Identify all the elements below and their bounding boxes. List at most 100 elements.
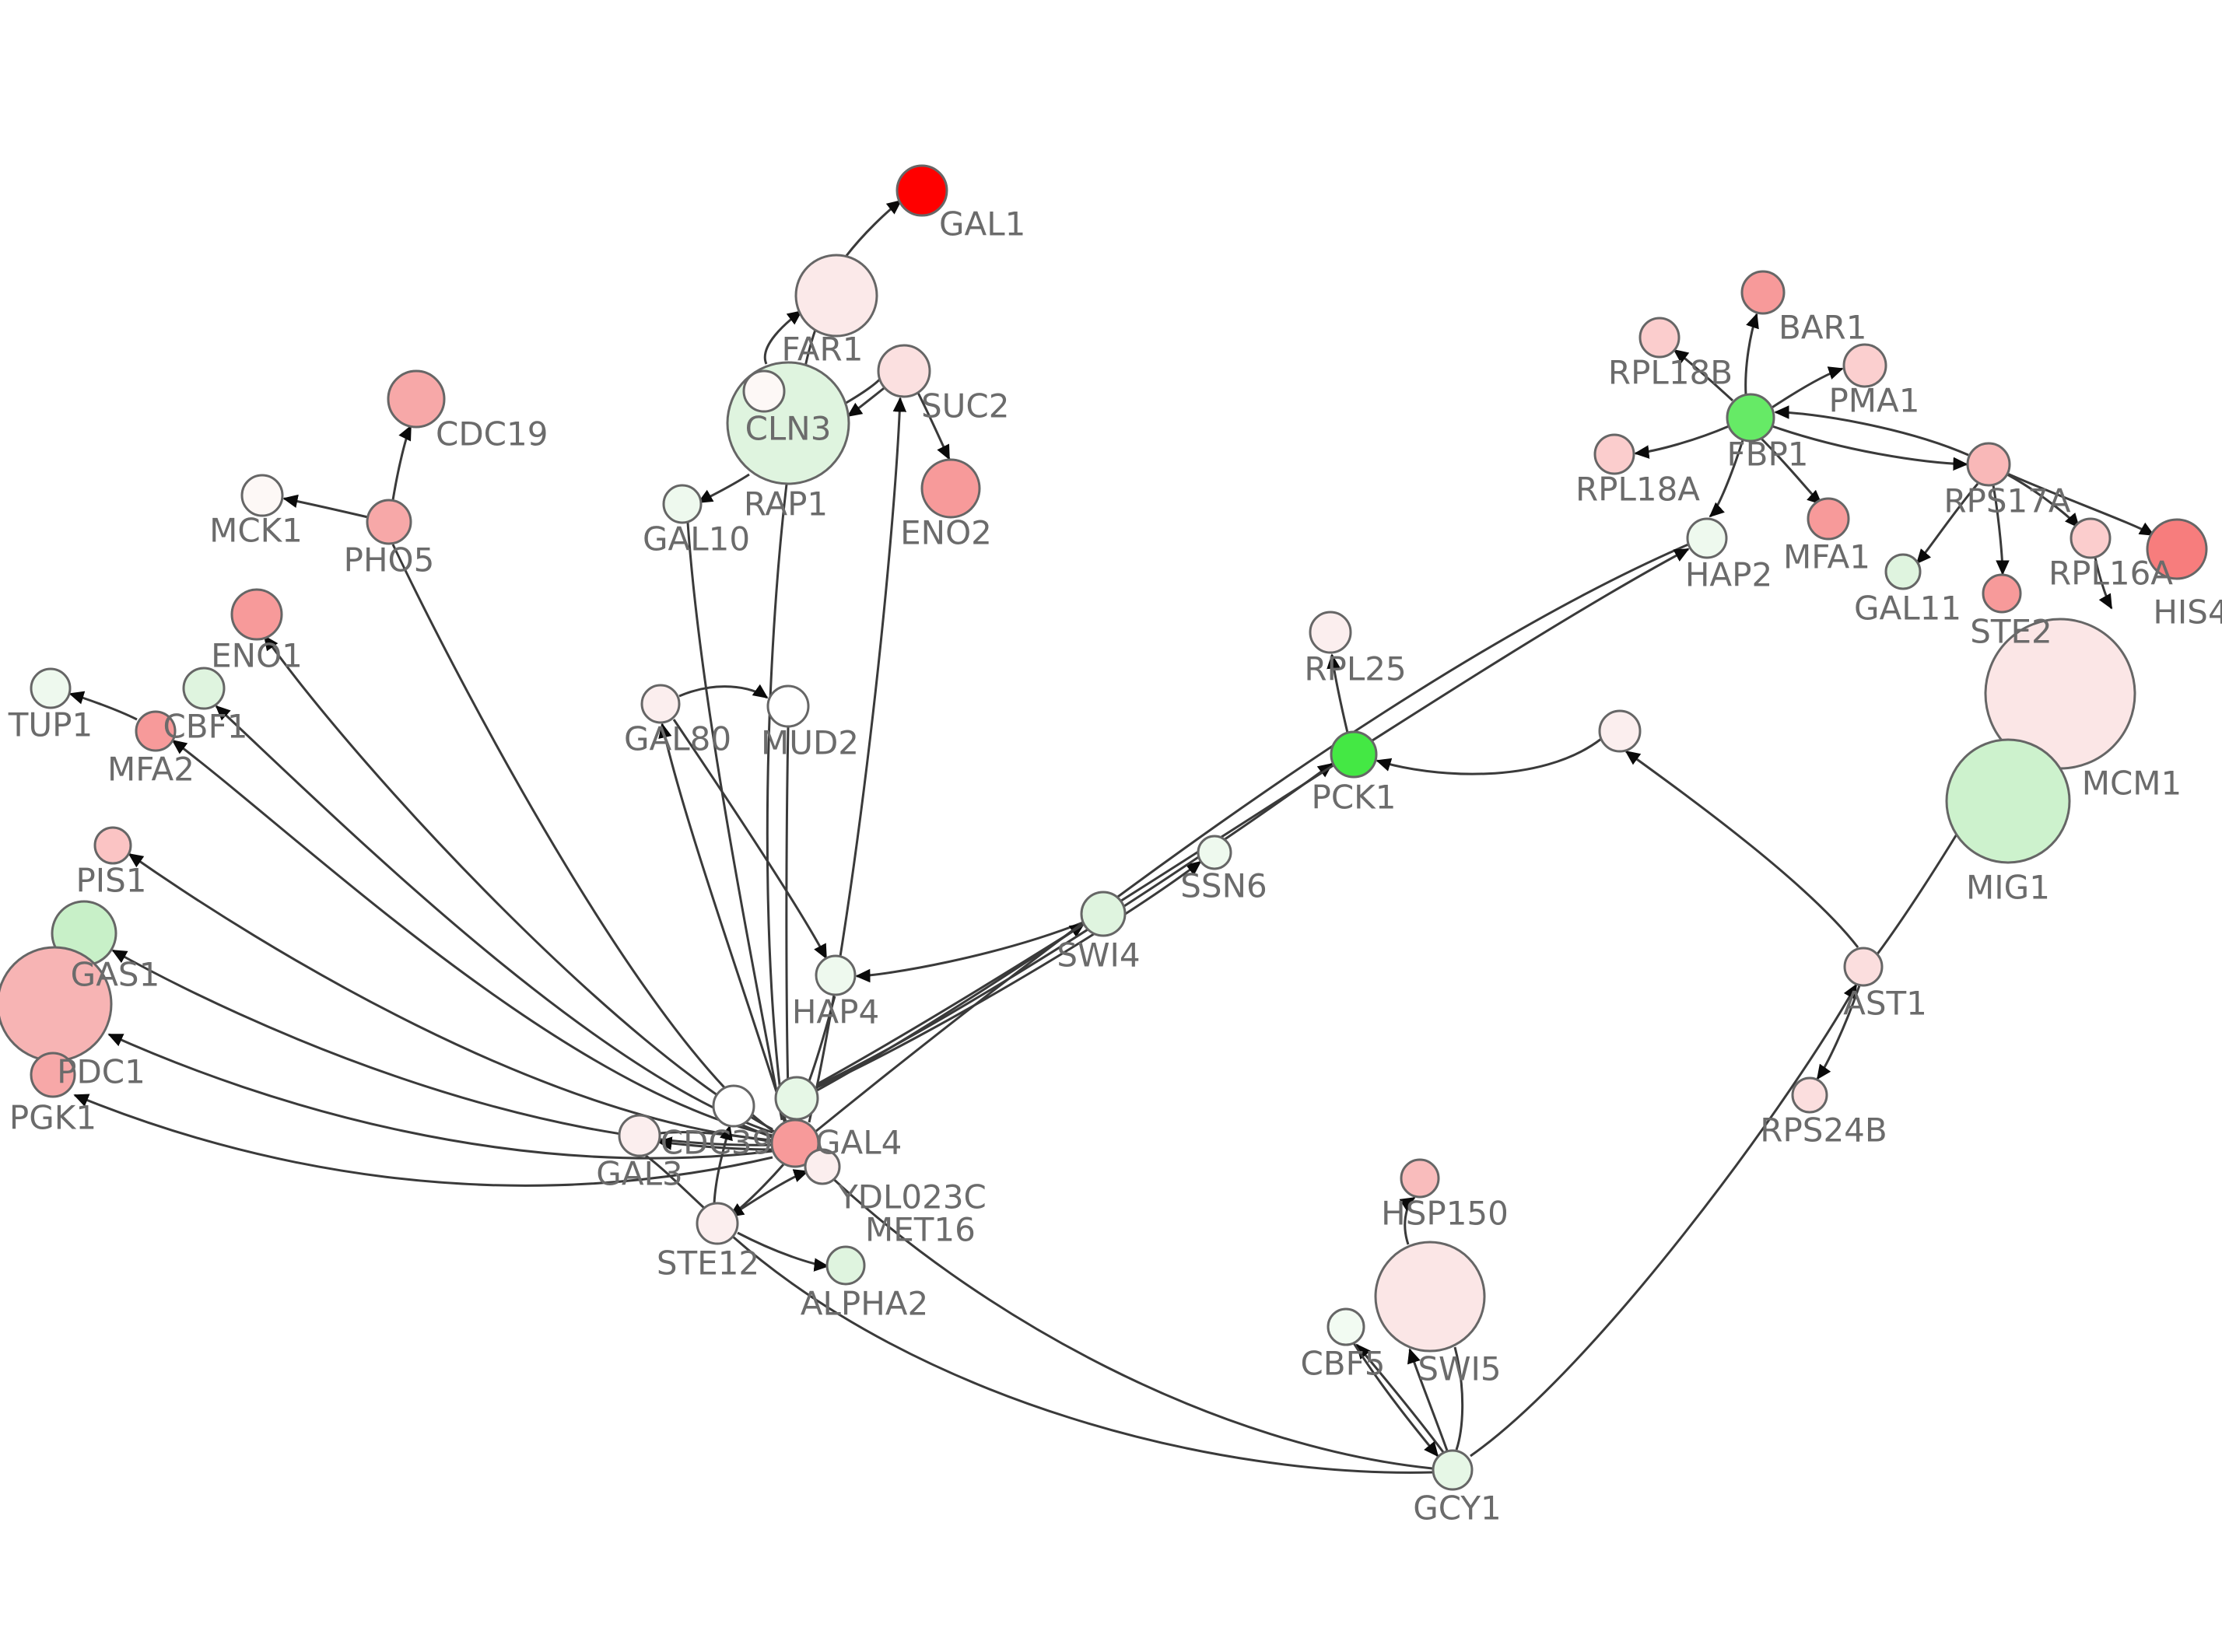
edge-far1-to-gal1 (844, 199, 902, 257)
node-label-cdc19: CDC19 (436, 415, 548, 453)
node-gal10[interactable] (662, 484, 703, 524)
node-gal4top[interactable] (774, 1076, 819, 1121)
edge-rps17a-to-his4 (2005, 471, 2155, 537)
node-label-met16: MET16 (865, 1211, 976, 1249)
edge-unlbl1-to-pck1 (1376, 737, 1602, 775)
node-gal11[interactable] (1884, 553, 1922, 590)
edge-gal4top-to-hap2 (816, 548, 1690, 1086)
nodes-layer (0, 164, 2208, 1491)
node-eno1[interactable] (230, 588, 283, 641)
node-label-gal4hub: GAL4 (815, 1124, 902, 1162)
edge-swi5-to-gcy1 (1453, 1346, 1464, 1451)
node-label-gas1: GAS1 (71, 956, 160, 994)
node-pck1[interactable] (1330, 730, 1378, 779)
node-pis1[interactable] (93, 826, 132, 865)
edge-rps17a-to-rpl16a (2006, 473, 2080, 529)
edge-rps17a-to-fbp1 (1774, 405, 1969, 457)
node-label-pma1: PMA1 (1828, 382, 1919, 420)
node-his4[interactable] (2146, 518, 2208, 580)
edge-gal4hub-to-ste12 (728, 1163, 786, 1218)
edge-mud2-to-gal4hub (785, 726, 790, 1119)
node-ast1[interactable] (1843, 947, 1884, 987)
node-label-mfa1: MFA1 (1783, 538, 1870, 576)
node-rpl18a[interactable] (1593, 433, 1635, 475)
node-label-far1: FAR1 (782, 331, 864, 369)
edge-gal10-to-gal4hub (686, 522, 783, 1121)
node-label-eno2: ENO2 (900, 514, 992, 552)
node-bar1[interactable] (1740, 270, 1786, 315)
node-label-bar1: BAR1 (1779, 309, 1866, 347)
node-label-rpl18a: RPL18A (1575, 471, 1700, 509)
node-label-hsp150: HSP150 (1381, 1195, 1509, 1233)
node-pho5[interactable] (366, 499, 412, 545)
node-label-rpl25: RPL25 (1304, 650, 1406, 688)
node-mfa1[interactable] (1807, 497, 1850, 541)
edge-rps17a-to-ste2 (1992, 485, 2010, 576)
node-rap1[interactable] (742, 369, 786, 413)
node-ydl023c[interactable] (804, 1148, 841, 1185)
node-gcy1[interactable] (1432, 1449, 1474, 1491)
node-label-gal10: GAL10 (643, 520, 750, 558)
node-mig1[interactable] (1945, 738, 2071, 864)
node-label-ste2: STE2 (1970, 613, 2052, 651)
edge-gal4hub-to-pis1 (128, 852, 773, 1142)
edge-gal4hub-to-pdc1 (107, 1033, 773, 1160)
node-label-alpha2: ALPHA2 (801, 1285, 929, 1323)
node-ste12[interactable] (696, 1202, 739, 1245)
node-mck1[interactable] (240, 474, 284, 517)
node-label-gal80: GAL80 (624, 720, 731, 758)
node-label-swi4: SWI4 (1057, 936, 1140, 975)
edge-pck1-to-rpl25 (1327, 653, 1349, 733)
edge-gcy1-to-ast1 (1470, 983, 1858, 1458)
edge-hap2-to-gal4hub (815, 543, 1689, 1133)
node-hap2[interactable] (1686, 517, 1728, 559)
node-label-cbf5: CBF5 (1300, 1345, 1385, 1383)
node-gal80[interactable] (640, 684, 681, 724)
node-label-ste12: STE12 (657, 1244, 759, 1283)
node-swi4[interactable] (1080, 891, 1127, 937)
node-hsp150[interactable] (1400, 1158, 1440, 1199)
edge-gal4hub-to-mfa2 (171, 739, 773, 1137)
node-mfa2[interactable] (135, 710, 177, 752)
edge-suc2-to-eno2 (916, 392, 951, 460)
edge-suc2-to-cln3 (846, 384, 888, 418)
node-label-rpl18b: RPL18B (1608, 354, 1733, 392)
node-ssn6[interactable] (1197, 835, 1232, 870)
node-label-hap4: HAP4 (792, 993, 879, 1031)
node-mud2[interactable] (766, 684, 810, 728)
node-rps24b[interactable] (1791, 1076, 1828, 1114)
node-far1[interactable] (794, 254, 878, 338)
node-suc2[interactable] (877, 344, 931, 398)
node-rpl25[interactable] (1309, 611, 1352, 654)
node-ste2[interactable] (1982, 573, 2022, 614)
edge-mfa2-to-tup1 (68, 691, 138, 721)
node-rpl18b[interactable] (1638, 317, 1681, 359)
node-unlbl1[interactable] (1598, 709, 1642, 753)
node-cbf5[interactable] (1327, 1307, 1365, 1346)
node-tup1[interactable] (30, 667, 72, 709)
node-swi5[interactable] (1374, 1241, 1486, 1353)
node-hap4[interactable] (815, 954, 857, 996)
node-gal3[interactable] (618, 1114, 661, 1157)
edge-fbp1-to-hap2 (1709, 439, 1744, 518)
node-alpha2[interactable] (825, 1245, 866, 1286)
node-rpl16a[interactable] (2070, 517, 2112, 559)
node-label-mig1: MIG1 (1966, 869, 2050, 907)
node-pma1[interactable] (1842, 343, 1887, 388)
node-cdc19[interactable] (387, 369, 446, 429)
node-eno2[interactable] (920, 458, 981, 519)
node-cbf1[interactable] (182, 667, 226, 710)
edge-fbp1-to-rpl18b (1673, 348, 1734, 402)
edge-pho5-to-cdc19 (391, 425, 412, 501)
node-pgk1[interactable] (30, 1052, 76, 1098)
node-gal1[interactable] (895, 164, 948, 217)
node-fbp1[interactable] (1726, 393, 1775, 443)
edge-cln3-to-gal10 (697, 473, 750, 504)
node-label-mcm1: MCM1 (2082, 765, 2182, 803)
node-rps17a[interactable] (1966, 442, 2011, 487)
edge-gal80-to-mud2 (678, 684, 769, 699)
edge-swi5-to-hsp150 (1399, 1196, 1416, 1245)
node-cdc39[interactable] (712, 1084, 755, 1128)
edge-gal4hub-to-gcy1 (812, 1159, 1433, 1470)
